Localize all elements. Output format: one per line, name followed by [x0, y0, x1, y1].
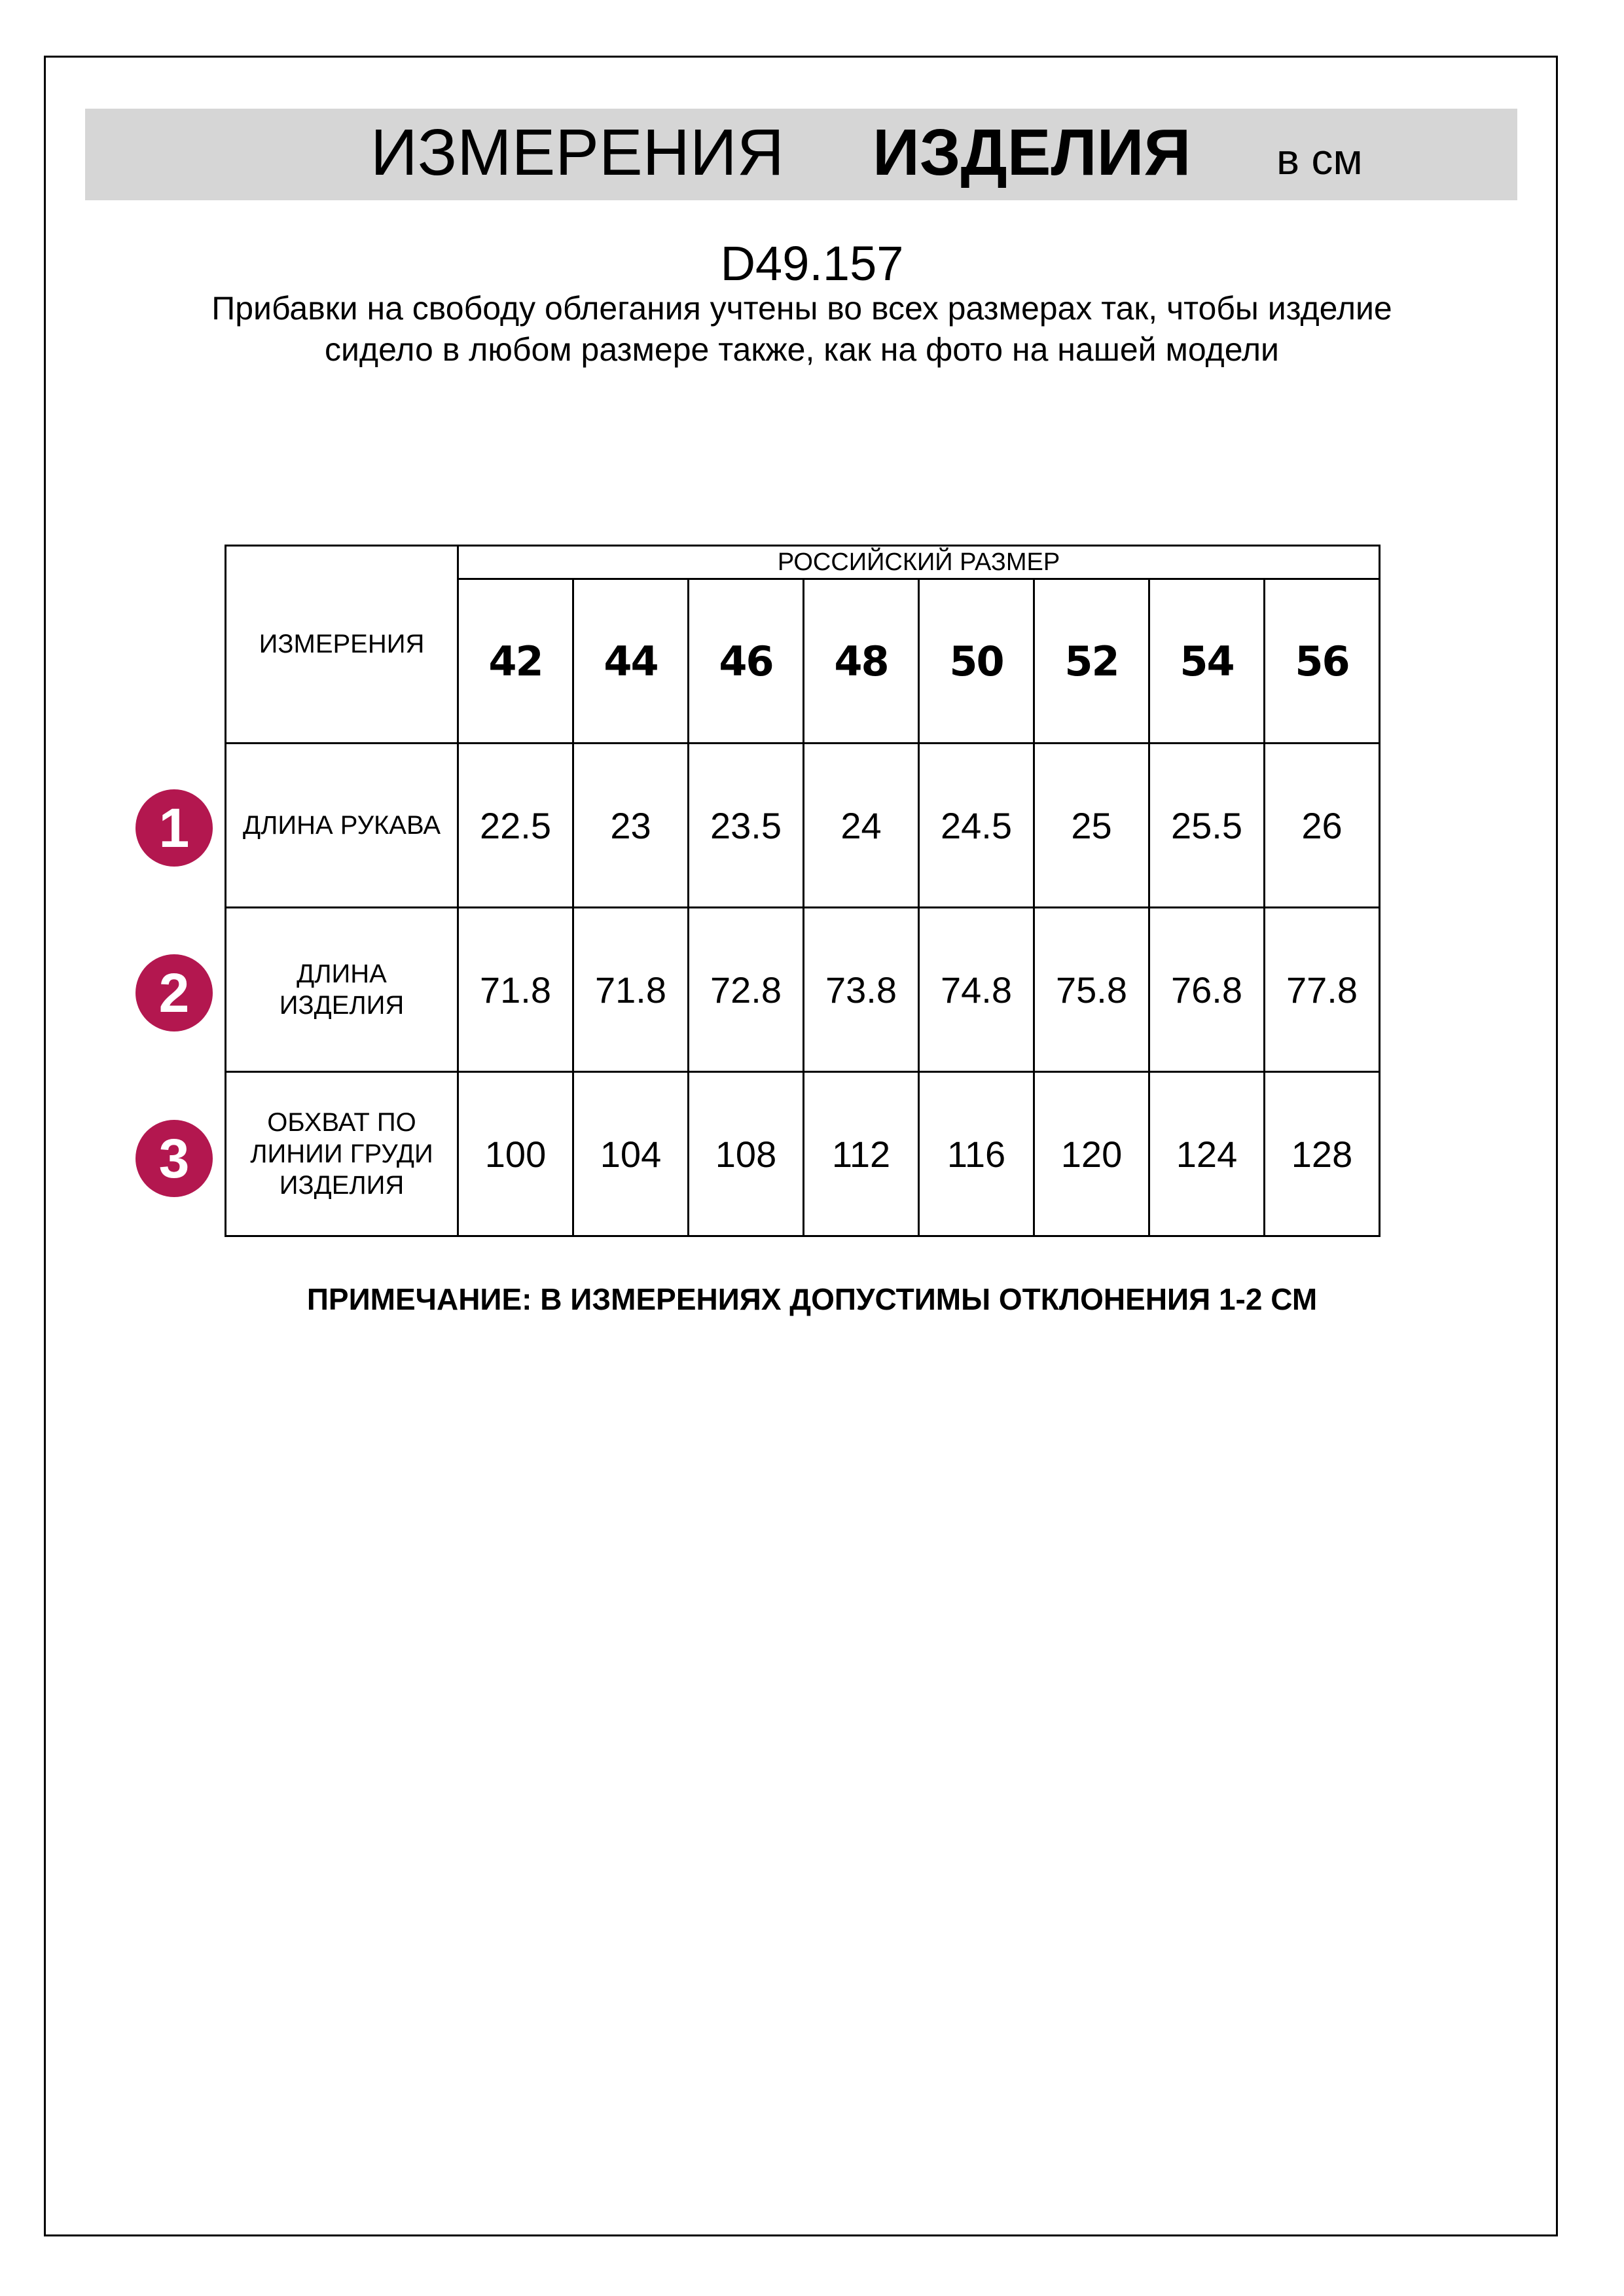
value-cell: 75.8 — [1033, 906, 1150, 1073]
value-cell: 22.5 — [457, 742, 574, 908]
title-measurements: ИЗМЕРЕНИЯ — [370, 116, 784, 189]
number-badge-icon: 1 — [135, 789, 213, 867]
value-cell: 100 — [457, 1071, 574, 1237]
size-header: 46 — [687, 578, 804, 744]
value-cell: 26 — [1263, 742, 1380, 908]
product-code: D49.157 — [720, 236, 904, 291]
number-badge-icon: 3 — [135, 1120, 213, 1197]
value-cell: 128 — [1263, 1071, 1380, 1237]
size-header: 44 — [572, 578, 689, 744]
value-cell: 76.8 — [1148, 906, 1265, 1073]
value-cell: 25 — [1033, 742, 1150, 908]
value-cell: 116 — [918, 1071, 1035, 1237]
value-cell: 24.5 — [918, 742, 1035, 908]
value-cell: 112 — [803, 1071, 920, 1237]
sizes-row: 42 44 46 48 50 52 54 56 — [226, 578, 1380, 744]
size-header: 48 — [803, 578, 920, 744]
size-table: ИЗМЕРЕНИЯ РОССИЙСКИЙ РАЗМЕР 42 44 46 48 50 52… — [225, 545, 1380, 1237]
header-band — [85, 109, 1517, 200]
size-header: 54 — [1148, 578, 1265, 744]
size-header: 56 — [1263, 578, 1380, 744]
page-frame — [44, 56, 1558, 2236]
value-cell: 77.8 — [1263, 906, 1380, 1073]
value-cell: 23 — [572, 742, 689, 908]
title-unit: в см — [1276, 135, 1363, 183]
value-cell: 71.8 — [572, 906, 689, 1073]
value-cell: 72.8 — [687, 906, 804, 1073]
table-row: ДЛИНА ИЗДЕЛИЯ 71.8 71.8 72.8 73.8 74.8 75.8 76.… — [225, 906, 1380, 1073]
corner-label: ИЗМЕРЕНИЯ — [225, 545, 459, 744]
title-product: ИЗДЕЛИЯ — [873, 116, 1191, 189]
number-badge-icon: 2 — [135, 954, 213, 1031]
table-body: ДЛИНА РУКАВА 22.5 23 23.5 24 24.5 25 25.5 26 ДЛИН… — [225, 742, 1380, 1237]
size-header: 42 — [457, 578, 574, 744]
table-row: ОБХВАТ ПО ЛИНИИ ГРУДИ ИЗДЕЛИЯ 100 104 108 11… — [225, 1071, 1380, 1237]
row-label: ДЛИНА ИЗДЕЛИЯ — [225, 906, 459, 1073]
value-cell: 71.8 — [457, 906, 574, 1073]
row-label: ОБХВАТ ПО ЛИНИИ ГРУДИ ИЗДЕЛИЯ — [225, 1071, 459, 1237]
table-row: ДЛИНА РУКАВА 22.5 23 23.5 24 24.5 25 25.5 26 — [225, 742, 1380, 908]
description: Прибавки на свободу облегания учтены во … — [211, 290, 1392, 368]
size-header: 50 — [918, 578, 1035, 744]
size-group-label: РОССИЙСКИЙ РАЗМЕР — [457, 545, 1380, 580]
value-cell: 74.8 — [918, 906, 1035, 1073]
value-cell: 124 — [1148, 1071, 1265, 1237]
note: ПРИМЕЧАНИЕ: В ИЗМЕРЕНИЯХ ДОПУСТИМЫ ОТКЛО… — [306, 1282, 1318, 1316]
value-cell: 24 — [803, 742, 920, 908]
value-cell: 108 — [687, 1071, 804, 1237]
value-cell: 104 — [572, 1071, 689, 1237]
value-cell: 25.5 — [1148, 742, 1265, 908]
value-cell: 120 — [1033, 1071, 1150, 1237]
row-label: ДЛИНА РУКАВА — [225, 742, 459, 908]
size-header: 52 — [1033, 578, 1150, 744]
value-cell: 73.8 — [803, 906, 920, 1073]
value-cell: 23.5 — [687, 742, 804, 908]
